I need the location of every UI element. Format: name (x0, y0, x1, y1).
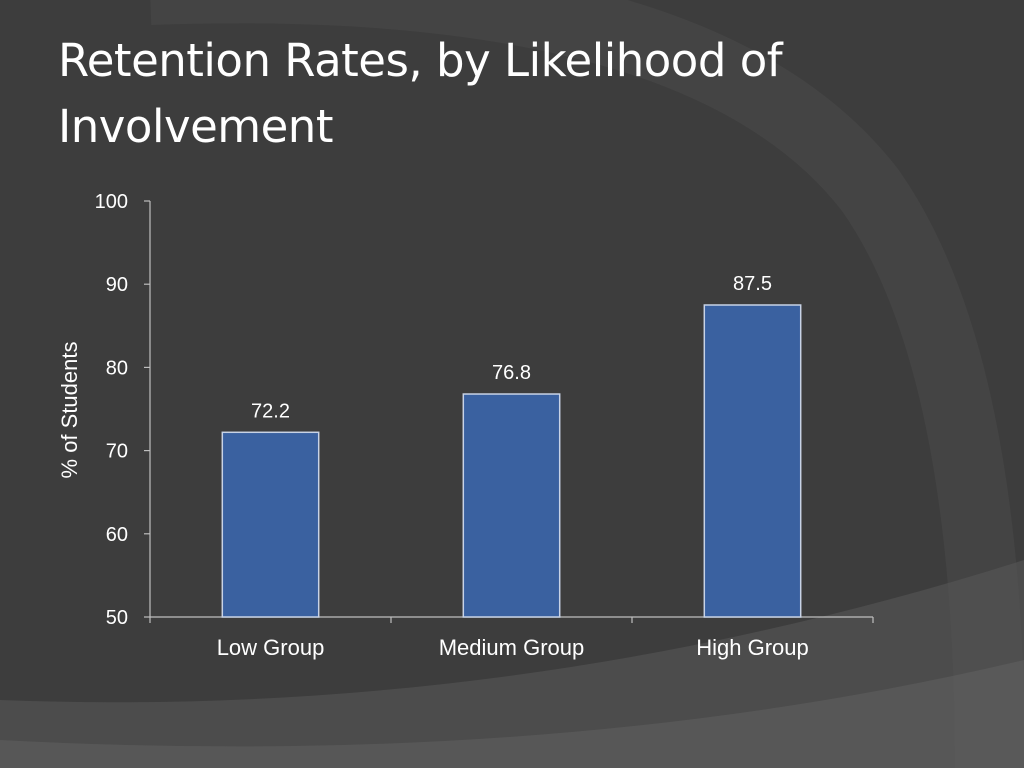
y-tick-label: 90 (106, 274, 128, 296)
chart-bars (221, 304, 802, 618)
y-tick-label: 50 (106, 607, 128, 629)
x-category-label: Low Group (217, 635, 325, 660)
data-label: 72.2 (251, 400, 290, 422)
x-category-label: High Group (696, 635, 809, 660)
bar-2 (462, 393, 561, 618)
x-category-label: Medium Group (439, 635, 585, 660)
slide-title: Retention Rates, by Likelihood of Involv… (58, 34, 783, 153)
y-tick-label: 100 (95, 191, 128, 213)
data-label: 87.5 (733, 273, 772, 295)
bar-1 (221, 431, 320, 618)
y-tick-label: 80 (106, 357, 128, 379)
bar-3 (703, 304, 802, 618)
y-tick-label: 70 (106, 441, 128, 463)
chart-labels: 50 60 70 80 90 100 72.2 Low Group 76.8 Medium Gro… (95, 191, 809, 660)
data-label: 76.8 (492, 362, 531, 384)
y-tick-label: 60 (106, 524, 128, 546)
y-axis-title: % of Students (57, 342, 82, 479)
